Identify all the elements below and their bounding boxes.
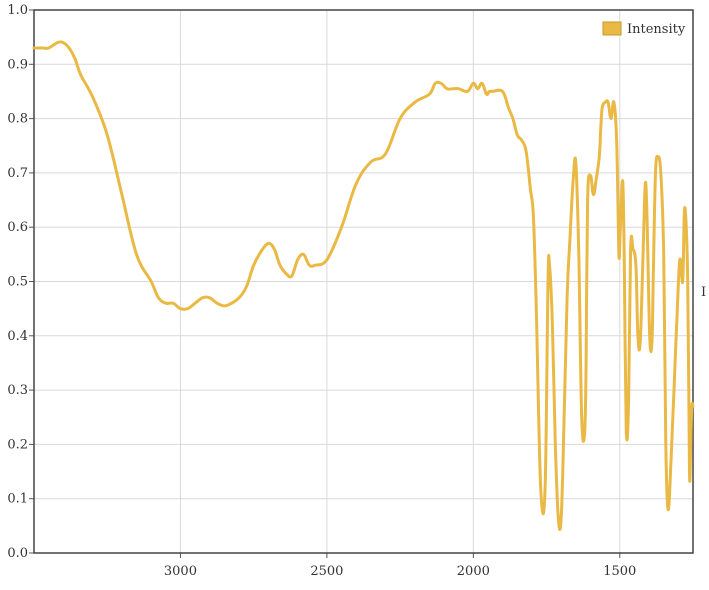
y-tick-label: 0.5 [7, 275, 28, 290]
y-tick-label: 0.4 [7, 329, 28, 344]
y-tick-label: 1.0 [7, 3, 28, 18]
legend-label-intensity: Intensity [627, 22, 686, 37]
series-layer [32, 40, 695, 531]
series-line-intensity [32, 40, 695, 531]
y-tick-label: 0.7 [7, 166, 28, 181]
y-tick-label: 0.2 [7, 437, 28, 452]
grid-layer [29, 9, 693, 558]
x-tick-label: 2500 [310, 564, 343, 579]
y-tick-label: 0.3 [7, 383, 28, 398]
legend-swatch-intensity [602, 21, 622, 36]
right-edge-label: I [701, 285, 706, 300]
y-tick-label: 0.0 [7, 546, 28, 561]
x-tick-label: 1500 [603, 564, 636, 579]
y-tick-label: 0.6 [7, 220, 28, 235]
x-tick-label: 3000 [164, 564, 197, 579]
plot-frame [33, 9, 694, 554]
y-tick-label: 0.9 [7, 57, 28, 72]
x-tick-label: 2000 [457, 564, 490, 579]
x-axis-tick-labels: 3000 2500 2000 1500 [164, 564, 636, 579]
y-tick-label: 0.1 [7, 492, 28, 507]
legend: Intensity [602, 21, 686, 37]
y-tick-label: 0.8 [7, 112, 28, 127]
plot-border [33, 9, 694, 554]
y-axis-tick-labels: 0.0 0.1 0.2 0.3 0.4 0.5 0.6 0.7 0.8 0.9 1.0 [7, 3, 28, 561]
